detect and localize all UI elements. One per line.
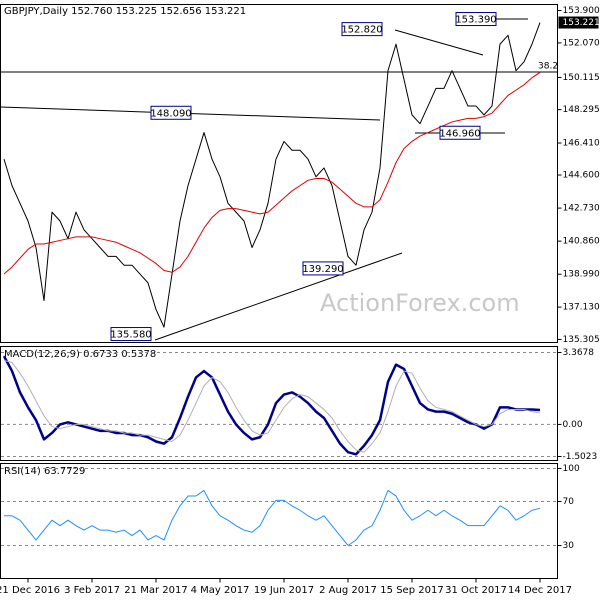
rsi-title: RSI(14) 63.7729 [4,466,85,477]
y-tick-label: 140.860 [563,237,600,247]
y-tick-label: 30 [563,541,575,551]
annotation-box [110,327,152,342]
annotation-label: 135.580 [110,330,151,341]
last-price-label: 153.221 [563,18,600,28]
y-tick-label: 144.600 [563,171,600,181]
annotation-box [302,261,344,276]
y-tick-label: 137.130 [563,303,600,313]
annotation-box [439,125,481,140]
annotation-box [455,12,497,27]
last-price-box [558,16,599,29]
annotation-label: 146.960 [439,128,480,139]
y-tick-label: 150.115 [563,73,600,83]
annotation-box [341,22,383,37]
y-tick-label: 3.3678 [563,348,595,358]
annotation-label: 139.290 [302,264,343,275]
rsi-panel [0,463,558,579]
x-tick-label: 19 Jun 2017 [254,585,314,596]
x-tick-label: 4 May 2017 [191,585,250,596]
price-panel [0,4,558,343]
series-line [2,355,541,456]
x-tick-label: 3 Feb 2017 [64,585,120,596]
fib-label: 38.2 [538,62,558,72]
x-tick-label: 21 Dec 2016 [0,585,60,596]
series-line [3,359,541,453]
annotation-label: 148.090 [150,108,191,119]
y-tick-label: 0.00 [563,420,583,430]
chart-title: GBPJPY,Daily 152.760 153.225 152.656 153… [4,6,246,17]
macd-title: MACD(12,26,9) 0.6733 0.5378 [4,349,156,360]
x-tick-label: 21 Mar 2017 [124,585,187,596]
y-tick-label: 142.730 [563,204,600,214]
y-tick-label: 153.900 [563,6,600,16]
y-tick-label: 146.410 [563,138,600,148]
y-tick-label: 138.990 [563,270,600,280]
annotation-box [150,105,192,120]
y-tick-label: 152.070 [563,38,600,48]
y-tick-label: 70 [563,497,575,507]
x-tick-label: 2 Aug 2017 [319,585,377,596]
series-line [4,489,541,546]
macd-panel [0,346,558,461]
series-line [3,22,541,328]
annotation-label: 153.390 [455,15,496,26]
y-tick-label: 148.295 [563,105,600,115]
series-line [3,72,541,275]
x-tick-label: 15 Sep 2017 [380,585,443,596]
x-tick-label: 31 Oct 2017 [445,585,507,596]
annotation-label: 152.820 [341,25,382,36]
watermark: ActionForex.com [320,289,520,317]
y-tick-label: 100 [563,464,580,474]
trend-line [154,252,403,341]
trend-line [394,29,484,56]
y-tick-label: 135.305 [563,335,600,345]
y-tick-label: -1.5023 [563,452,598,462]
x-tick-label: 14 Dec 2017 [508,585,572,596]
